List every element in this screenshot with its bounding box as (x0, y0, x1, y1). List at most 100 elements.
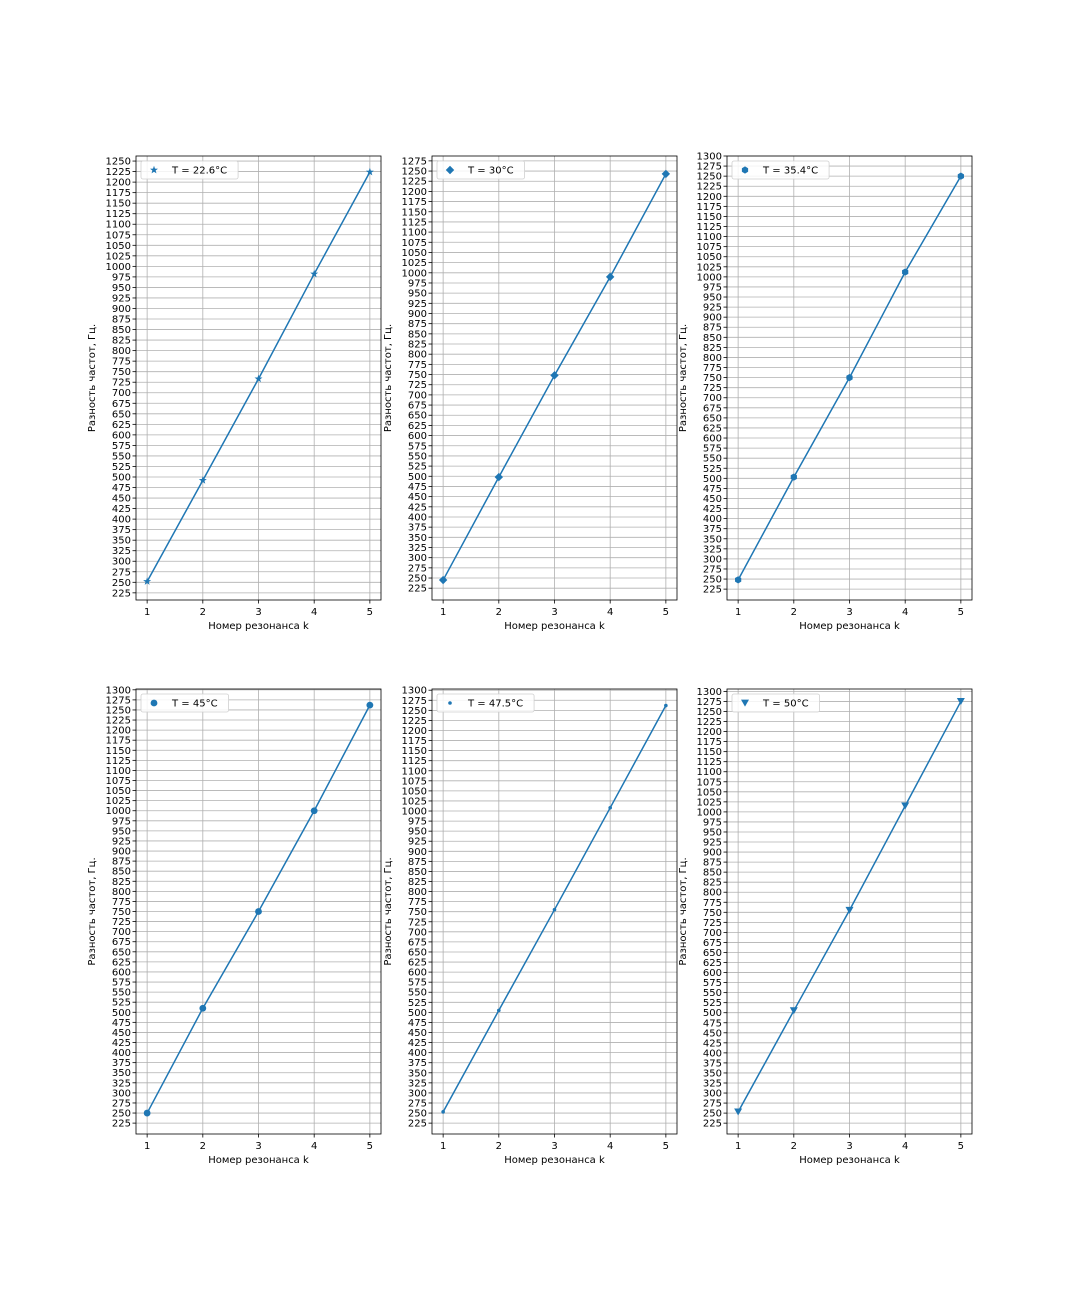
y-tick-label: 900 (703, 313, 722, 324)
legend: T = 50°C (731, 693, 820, 713)
y-tick-label: 600 (112, 967, 131, 978)
y-tick-label: 300 (703, 554, 722, 565)
y-tick-label: 600 (703, 968, 722, 979)
y-tick-label: 875 (703, 323, 722, 334)
y-tick-label: 950 (703, 293, 722, 304)
subplot-5: 1 2 3 4 5 22525027530032535037540042545047550… (383, 686, 678, 1166)
legend-marker (150, 165, 158, 174)
y-tick-label: 675 (112, 399, 131, 410)
y-tick-label: 225 (408, 584, 427, 595)
y-tick-label: 800 (112, 887, 131, 898)
x-tick-label: 3 (255, 1141, 261, 1152)
data-point (497, 1008, 501, 1013)
y-tick-label: 500 (112, 472, 131, 483)
y-tick-label: 500 (408, 472, 427, 483)
y-tick-label: 1175 (106, 188, 131, 199)
y-tick-label: 425 (408, 502, 427, 513)
series-1 (143, 701, 374, 1117)
y-tick-label: 900 (408, 309, 427, 320)
grid (136, 156, 381, 600)
y-tick-label: 725 (408, 917, 427, 928)
y-tick-label: 575 (408, 441, 427, 452)
y-tick-label: 1275 (106, 695, 131, 706)
y-tick-label: 500 (112, 1008, 131, 1019)
legend-box (140, 693, 229, 713)
y-tick-label: 775 (112, 357, 131, 368)
y-tick-label: 1175 (106, 736, 131, 747)
x-tick-label: 4 (311, 607, 317, 618)
y-tick-label: 350 (703, 1068, 722, 1079)
y-tick-label: 1000 (402, 807, 427, 818)
y-tick-label: 275 (408, 1098, 427, 1109)
y-tick-label: 1150 (106, 746, 131, 757)
y-tick-label: 925 (112, 293, 131, 304)
subplot-2: 1 2 3 4 5 22525027530032535037540042545047550… (383, 155, 678, 632)
y-tick-label: 1300 (402, 686, 427, 697)
axes-frame (726, 688, 973, 1135)
y-tick-label: 250 (408, 1109, 427, 1120)
data-point (734, 1108, 743, 1116)
y-tick-label: 825 (112, 336, 131, 347)
y-axis-label: Разность частот, Гц. (678, 324, 689, 432)
y-tick-label: 225 (703, 1119, 722, 1130)
series-1 (441, 703, 668, 1114)
y-axis-label: Разность частот, Гц. (383, 324, 394, 432)
y-tick-label: 575 (112, 441, 131, 452)
axes-frame (431, 155, 678, 601)
y-tick-label: 900 (112, 847, 131, 858)
x-tick-label: 1 (144, 1141, 150, 1152)
x-axis-label: Номер резонанса k (504, 1155, 605, 1166)
y-tick-label: 575 (703, 978, 722, 989)
y-tick-label: 650 (703, 413, 722, 424)
legend: T = 22.6°C (140, 160, 239, 180)
y-tick-label: 1000 (106, 806, 131, 817)
y-tick-label: 475 (112, 483, 131, 494)
y-tick-label: 475 (112, 1018, 131, 1029)
x-tick-label: 3 (846, 607, 852, 618)
y-tick-label: 975 (112, 816, 131, 827)
x-tick-label: 1 (440, 1141, 446, 1152)
y-tick-label: 1025 (106, 796, 131, 807)
y-tick-label: 625 (112, 957, 131, 968)
y-tick-label: 1025 (402, 796, 427, 807)
x-tick-label: 4 (902, 1141, 908, 1152)
legend: T = 45°C (140, 693, 229, 713)
y-tick-label: 450 (703, 494, 722, 505)
data-point (901, 802, 910, 810)
y-tick-label: 800 (408, 887, 427, 898)
ticks: 1 2 3 4 5 22525027530032535037540042545047550… (402, 686, 670, 1152)
x-axis-label: Номер резонанса k (799, 1155, 900, 1166)
y-tick-label: 1100 (697, 232, 722, 243)
y-tick-label: 825 (408, 340, 427, 351)
y-tick-label: 300 (703, 1089, 722, 1100)
y-tick-label: 825 (703, 878, 722, 889)
y-tick-label: 775 (408, 897, 427, 908)
y-tick-label: 550 (703, 988, 722, 999)
legend-marker (741, 699, 749, 707)
y-tick-label: 1150 (697, 747, 722, 758)
legend-box (436, 693, 535, 713)
x-tick-label: 5 (958, 1141, 964, 1152)
grid (136, 689, 381, 1134)
y-tick-label: 825 (703, 343, 722, 354)
y-tick-label: 325 (703, 1078, 722, 1089)
y-tick-label: 850 (703, 868, 722, 879)
y-tick-label: 1150 (402, 207, 427, 218)
y-tick-label: 1250 (697, 707, 722, 718)
y-tick-label: 1300 (697, 687, 722, 698)
y-tick-label: 1175 (402, 197, 427, 208)
y-tick-label: 1100 (402, 766, 427, 777)
y-tick-label: 300 (408, 1088, 427, 1099)
y-tick-label: 725 (703, 918, 722, 929)
y-tick-label: 825 (408, 877, 427, 888)
y-tick-label: 425 (112, 504, 131, 515)
data-point (198, 476, 207, 484)
data-point (199, 1004, 207, 1012)
y-tick-label: 875 (408, 857, 427, 868)
x-tick-label: 5 (663, 1141, 669, 1152)
y-tick-label: 875 (112, 857, 131, 868)
legend: T = 30°C (436, 160, 525, 180)
data-point (441, 1110, 445, 1114)
y-tick-label: 750 (408, 907, 427, 918)
